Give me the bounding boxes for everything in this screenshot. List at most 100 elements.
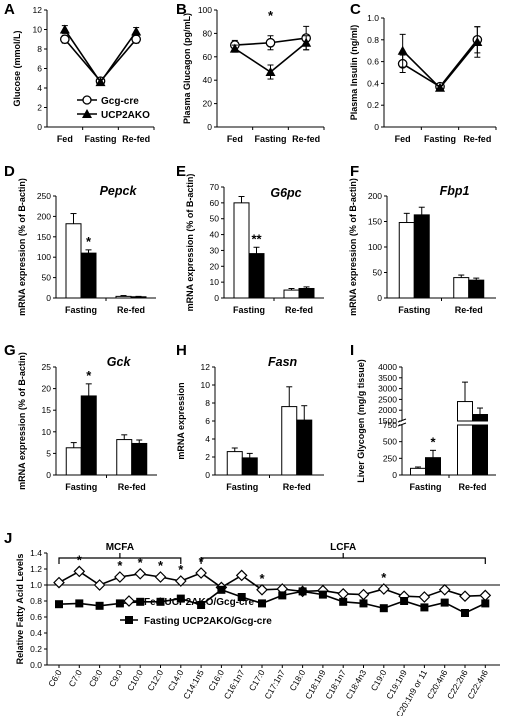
data-point	[256, 583, 268, 596]
y-tick-label: 2	[37, 103, 42, 113]
y-tick-label: 200	[37, 211, 51, 221]
x-tick-label: C12:0	[145, 668, 165, 693]
x-tick-label: Re-fed	[285, 305, 313, 315]
y-axis-label: mRNA expression (% of B-actin)	[17, 178, 27, 316]
y-tick-label: 30	[210, 245, 220, 255]
x-tick-label: Re-fed	[463, 134, 491, 144]
data-point	[379, 604, 388, 613]
bar	[425, 457, 441, 476]
data-point	[95, 601, 104, 610]
x-tick-label: Re-fed	[118, 482, 146, 492]
y-tick-label: 0.8	[30, 596, 42, 606]
significance-star: *	[86, 368, 92, 383]
x-tick-label: Fed	[57, 134, 73, 144]
y-axis-label: mRNA expression (% of B-actin)	[17, 352, 27, 490]
significance-star: *	[77, 552, 83, 567]
significance-star: *	[430, 434, 436, 449]
y-tick-label: 500	[383, 437, 397, 447]
y-axis-label: mRNA expression	[176, 382, 186, 459]
y-tick-label: 6	[37, 64, 42, 74]
bar	[80, 395, 97, 476]
series-line	[58, 570, 486, 598]
x-tick-label: C14:0	[166, 668, 186, 693]
bar	[281, 406, 298, 476]
data-point	[418, 591, 431, 603]
data-point	[397, 45, 408, 55]
data-point	[131, 26, 142, 36]
legend-marker	[82, 109, 92, 118]
y-tick-label: 100	[368, 242, 382, 252]
bar	[468, 279, 485, 299]
significance-star: *	[117, 558, 123, 573]
data-point	[472, 36, 483, 46]
data-point	[420, 603, 429, 612]
y-axis-label: Liver Glycogen (mg/g tissue)	[356, 359, 366, 483]
bar	[131, 442, 148, 476]
bar	[130, 296, 147, 299]
panel-D: D 0 50 100 150 200 250 Fasting Re-fed * Pepck mRNA …	[4, 163, 156, 316]
y-tick-label: 0.0	[30, 660, 42, 670]
y-tick-label: 8	[37, 44, 42, 54]
significance-star: **	[251, 231, 262, 246]
data-point	[73, 565, 86, 578]
data-point	[258, 599, 266, 608]
y-tick-label: 0.2	[367, 100, 379, 110]
x-tick-label: Re-fed	[455, 305, 483, 315]
data-point	[481, 599, 490, 608]
data-point	[357, 588, 370, 601]
panel-A: A 0 2 4 6 8 10 12 Fed Fasting Re-fed Glucose (mmol/…	[4, 1, 155, 144]
data-point	[461, 609, 469, 617]
panel-letter: D	[4, 163, 15, 180]
data-point	[217, 585, 226, 594]
y-tick-label: 1.2	[30, 564, 42, 574]
panel-letter: E	[176, 163, 186, 180]
data-point	[377, 583, 390, 595]
bar	[241, 457, 258, 476]
y-axis-label: Plasma Glucagon (pg/mL)	[182, 13, 192, 124]
data-point	[93, 579, 106, 591]
y-tick-label: 0.2	[30, 644, 42, 654]
y-tick-label: 4	[37, 83, 42, 93]
y-tick-label: 0.6	[30, 612, 42, 622]
chart-title: Gck	[107, 355, 132, 369]
chart-title: G6pc	[270, 186, 301, 200]
data-point	[400, 597, 409, 605]
x-tick-label: Re-fed	[458, 482, 486, 492]
x-tick-label: C19:0	[369, 668, 389, 693]
significance-star: *	[381, 570, 387, 585]
y-tick-label: 60	[210, 198, 220, 208]
data-point	[318, 590, 327, 599]
data-point	[154, 571, 167, 583]
bar	[65, 223, 82, 299]
y-tick-label: 250	[37, 191, 51, 201]
y-tick-label: 0	[37, 122, 42, 132]
bar	[298, 287, 315, 299]
y-tick-label: 10	[33, 25, 43, 35]
y-tick-label: 1500	[378, 416, 397, 426]
bar	[472, 424, 488, 476]
data-point	[176, 594, 185, 603]
bar	[226, 451, 243, 476]
data-point	[265, 67, 276, 77]
x-tick-label: Fasting	[233, 305, 265, 315]
data-point	[359, 599, 368, 608]
y-tick-label: 750	[383, 420, 397, 430]
x-tick-label: Fasting	[409, 482, 441, 492]
bar	[248, 253, 265, 299]
significance-star: *	[199, 554, 205, 569]
y-tick-label: 100	[198, 5, 212, 15]
y-tick-label: 20	[42, 384, 52, 394]
legend-marker	[125, 616, 133, 624]
y-tick-label: 3500	[378, 373, 397, 383]
y-tick-label: 2500	[378, 394, 397, 404]
x-tick-label: Re-fed	[122, 134, 150, 144]
panel-B: B 0 20 40 60 80 100 Fed Fasting Re-fed Plasma Gluc…	[176, 1, 325, 144]
panel-letter: B	[176, 1, 187, 18]
x-tick-label: Fasting	[84, 134, 116, 144]
y-tick-label: 25	[42, 362, 52, 372]
panel-letter: A	[4, 1, 15, 18]
y-tick-label: 0	[377, 293, 382, 303]
y-tick-label: 10	[201, 380, 211, 390]
data-point	[59, 34, 70, 45]
y-tick-label: 20	[203, 99, 213, 109]
